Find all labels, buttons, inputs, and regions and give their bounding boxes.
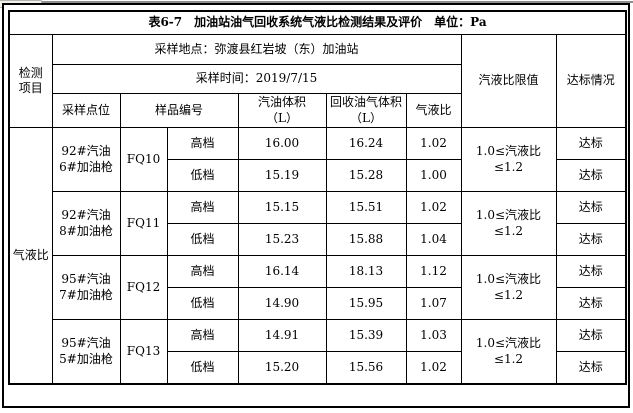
cell-limit: 1.0≤汽液比≤1.2: [460, 191, 557, 257]
cell-gear: 低档: [166, 287, 239, 321]
cell-gas-volume: 15.20: [237, 351, 327, 385]
col-header-recovered-volume: 回收油气体积 （L）: [325, 92, 407, 129]
cell-gas-volume: 15.15: [237, 191, 327, 225]
cell-sample-id: FQ10: [119, 127, 168, 193]
cell-sample-id: FQ13: [119, 319, 168, 385]
cell-ratio: 1.02: [405, 191, 462, 225]
cell-gas-volume: 15.19: [237, 159, 327, 193]
cell-gear: 低档: [166, 159, 239, 193]
cell-status: 达标: [555, 351, 627, 385]
table-row: 92#汽油 8#加油枪 FQ11 高档 15.15 15.51 1.02 1.0…: [9, 191, 627, 257]
table-row: 低档 15.20 15.56 1.02 达标: [9, 351, 627, 385]
cell-recovered-volume: 15.88: [325, 223, 407, 257]
header-item-label: 检测 项目: [8, 33, 53, 129]
cell-status: 达标: [555, 191, 627, 225]
sampling-time: 采样时间：2019/7/15: [51, 64, 462, 94]
col-header-limit: 汽液比限值: [460, 33, 557, 129]
cell-sampling-point: 92#汽油 8#加油枪: [51, 191, 121, 257]
table-row: 95#汽油 7#加油枪 FQ12 高档 16.14 18.13 1.12 1.0…: [9, 255, 627, 321]
cell-limit: 1.0≤汽液比≤1.2: [460, 127, 557, 193]
cell-gas-volume: 15.23: [237, 223, 327, 257]
cell-gear: 高档: [166, 127, 239, 161]
cell-ratio: 1.02: [405, 351, 462, 385]
cell-gas-volume: 16.14: [237, 255, 327, 289]
table-row: 低档 14.90 15.95 1.07 达标: [9, 287, 627, 321]
cell-limit: 1.0≤汽液比≤1.2: [460, 255, 557, 321]
cell-status: 达标: [555, 127, 627, 161]
cell-status: 达标: [555, 319, 627, 353]
cell-ratio: 1.00: [405, 159, 462, 193]
title-row: 表6-7 加油站油气回收系统气液比检测结果及评价 单位：Pa: [8, 10, 627, 35]
col-header-status: 达标情况: [555, 33, 627, 129]
cell-gear: 低档: [166, 351, 239, 385]
cell-recovered-volume: 15.56: [325, 351, 407, 385]
cell-ratio: 1.03: [405, 319, 462, 353]
cell-ratio: 1.12: [405, 255, 462, 289]
col-header-gas-volume: 汽油体积 （L）: [237, 92, 327, 129]
cell-recovered-volume: 16.24: [325, 127, 407, 161]
col-header-ratio: 气液比: [405, 92, 462, 129]
cell-ratio: 1.02: [405, 127, 462, 161]
sampling-location: 采样地点：弥渡县红岩坡（东）加油站: [51, 34, 462, 65]
cell-sampling-point: 95#汽油 5#加油枪: [51, 319, 121, 385]
cell-sampling-point: 92#汽油 6#加油枪: [51, 127, 121, 193]
cell-status: 达标: [555, 159, 627, 193]
cell-recovered-volume: 15.51: [325, 191, 407, 225]
cell-gas-volume: 14.90: [237, 287, 327, 321]
cell-limit: 1.0≤汽液比≤1.2: [460, 319, 557, 385]
cell-gear: 高档: [166, 255, 239, 289]
table-row: 气液比 92#汽油 6#加油枪 FQ10 高档 16.00 16.24 1.02…: [8, 127, 627, 385]
col-header-point: 采样点位: [51, 92, 121, 129]
cell-recovered-volume: 18.13: [325, 255, 407, 289]
col-header-sample: 样品编号: [119, 92, 239, 129]
cell-gear: 高档: [166, 319, 239, 353]
window-top-edge: [0, 1, 633, 3]
cell-status: 达标: [555, 223, 627, 257]
table-row: 低档 15.23 15.88 1.04 达标: [9, 223, 627, 257]
cell-recovered-volume: 15.95: [325, 287, 407, 321]
vapor-recovery-results-table: 表6-7 加油站油气回收系统气液比检测结果及评价 单位：Pa 检测 项目 采样地…: [8, 10, 628, 386]
cell-recovered-volume: 15.39: [325, 319, 407, 353]
cell-sample-id: FQ12: [119, 255, 168, 321]
cell-ratio: 1.07: [405, 287, 462, 321]
cell-gear: 高档: [166, 191, 239, 225]
cell-ratio: 1.04: [405, 223, 462, 257]
cell-status: 达标: [555, 287, 627, 321]
cell-gas-volume: 16.00: [237, 127, 327, 161]
table-row: 95#汽油 5#加油枪 FQ13 高档 14.91 15.39 1.03 1.0…: [9, 319, 627, 385]
row-label-ratio: 气液比: [8, 127, 53, 385]
time-row: 采样时间：2019/7/15: [9, 64, 626, 94]
cell-sample-id: FQ11: [119, 191, 168, 257]
column-header-row: 采样点位 样品编号 汽油体积 （L） 回收油气体积 （L） 气液比: [9, 92, 626, 129]
cell-status: 达标: [555, 255, 627, 289]
table-title: 表6-7 加油站油气回收系统气液比检测结果及评价 单位：Pa: [8, 10, 627, 35]
location-row: 检测 项目 采样地点：弥渡县红岩坡（东）加油站 汽液比限值 达标情况: [8, 33, 627, 129]
cell-gear: 低档: [166, 223, 239, 257]
cell-gas-volume: 14.91: [237, 319, 327, 353]
cell-sampling-point: 95#汽油 7#加油枪: [51, 255, 121, 321]
cell-recovered-volume: 15.28: [325, 159, 407, 193]
